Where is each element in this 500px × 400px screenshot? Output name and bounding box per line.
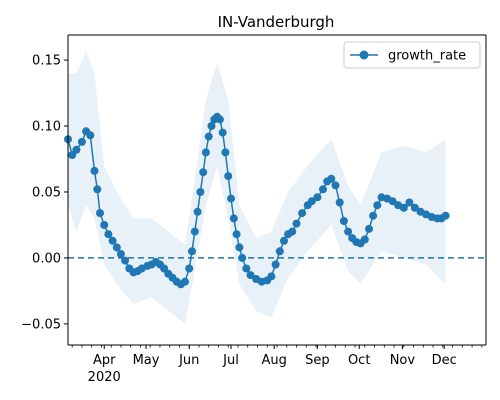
data-point <box>288 227 297 236</box>
data-point <box>116 250 125 258</box>
data-point <box>229 214 238 223</box>
data-point <box>196 188 205 196</box>
data-point <box>399 203 408 212</box>
data-point <box>267 272 276 281</box>
data-point <box>271 260 280 269</box>
data-point <box>190 227 199 236</box>
data-point <box>298 209 307 218</box>
data-point <box>112 243 121 252</box>
chart-title: IN-Vanderburgh <box>218 13 335 31</box>
series-layer <box>64 112 450 289</box>
data-point <box>207 122 216 130</box>
data-point <box>224 172 233 181</box>
legend-marker <box>359 50 369 60</box>
x-tick-label: Aug <box>262 353 287 368</box>
data-point <box>90 166 99 175</box>
data-point <box>218 128 227 137</box>
data-point <box>201 148 210 157</box>
data-point <box>121 256 130 265</box>
y-tick-label: −0.05 <box>21 317 61 332</box>
legend-box <box>343 41 481 69</box>
data-point <box>96 209 104 218</box>
data-point <box>93 185 102 194</box>
data-point <box>405 198 414 207</box>
data-point <box>313 193 322 202</box>
data-point <box>339 217 348 225</box>
data-point <box>232 230 241 239</box>
y-tick-label: 0.00 <box>32 251 61 266</box>
data-point <box>373 201 382 210</box>
x-year-label: 2020 <box>88 370 121 385</box>
x-tick-label: Jul <box>222 353 239 368</box>
x-tick-label: May <box>133 353 160 368</box>
data-point <box>319 185 327 194</box>
y-tick-label: 0.10 <box>32 120 61 135</box>
x-tick-label: Apr <box>93 353 116 368</box>
data-point <box>327 174 336 183</box>
legend-label: growth_rate <box>388 49 466 64</box>
y-tick-label: 0.05 <box>32 185 61 200</box>
data-point <box>188 247 196 256</box>
data-point <box>215 115 224 124</box>
data-point <box>307 197 316 206</box>
data-point <box>235 243 244 252</box>
x-tick-label: Dec <box>432 353 457 368</box>
confidence-band <box>68 50 446 324</box>
data-point <box>227 194 235 203</box>
data-point <box>365 224 373 233</box>
data-point <box>344 227 353 236</box>
y-tick-label: 0.15 <box>32 54 61 69</box>
data-point <box>335 198 344 207</box>
data-point <box>108 236 117 245</box>
data-point <box>410 203 419 212</box>
data-point <box>238 253 247 262</box>
data-point <box>388 197 397 206</box>
data-point <box>199 168 208 177</box>
data-point <box>193 207 202 216</box>
data-point <box>221 148 230 157</box>
data-point <box>100 221 109 229</box>
data-point <box>331 181 340 190</box>
data-point <box>441 211 450 220</box>
data-point <box>246 271 255 280</box>
data-point <box>360 235 369 244</box>
data-point <box>280 236 288 245</box>
data-point <box>72 145 81 154</box>
data-point <box>275 247 284 256</box>
legend: growth_rate <box>343 41 481 69</box>
data-point <box>77 137 86 146</box>
data-point <box>292 219 301 228</box>
x-tick-label: Nov <box>390 353 416 368</box>
axis-layer: −0.05 0.00 0.05 0.10 0.15 Apr May Jun Jul Aug Sep O… <box>21 34 487 385</box>
data-point <box>86 131 95 140</box>
x-tick-label: Sep <box>305 353 330 368</box>
confidence-band-layer <box>68 50 446 324</box>
data-point <box>204 132 213 141</box>
data-point <box>369 211 378 220</box>
x-tick-label: Jun <box>178 353 199 368</box>
data-point <box>242 264 251 273</box>
data-point <box>104 230 113 239</box>
data-point <box>181 277 189 286</box>
data-point <box>185 264 194 273</box>
x-tick-label: Oct <box>348 353 370 368</box>
